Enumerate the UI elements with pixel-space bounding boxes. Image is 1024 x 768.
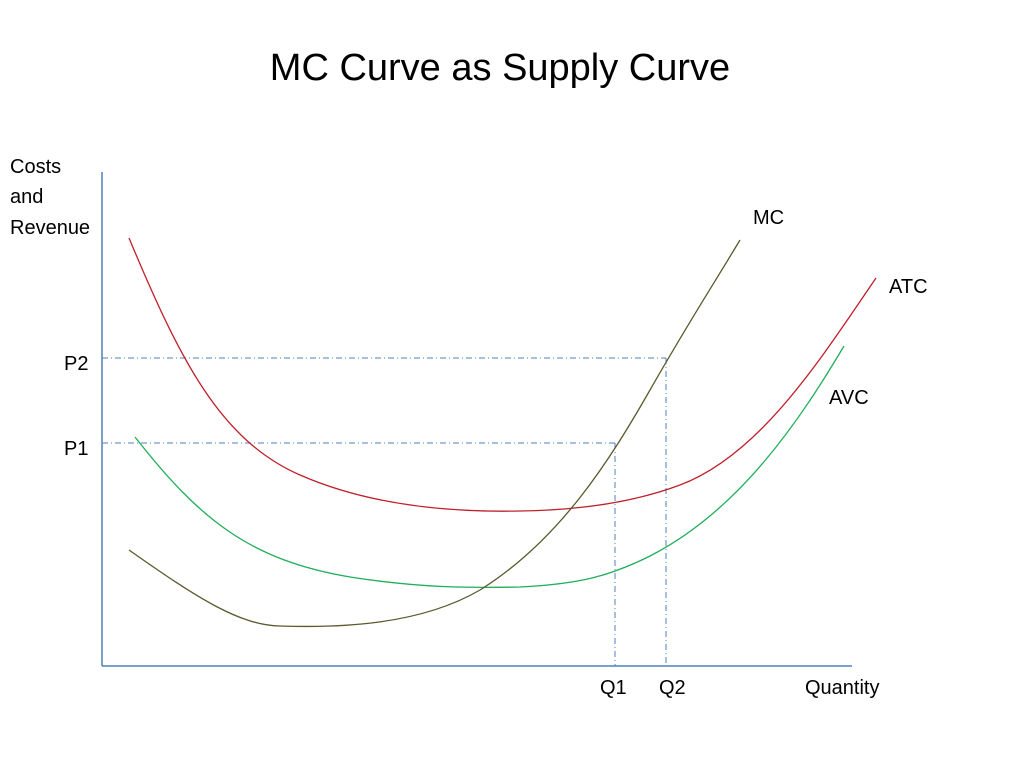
avc-curve: [134, 345, 845, 589]
q1-label: Q1: [600, 677, 627, 699]
y-axis-label-line-3: Revenue: [10, 217, 90, 239]
y-axis-label-line-2: and: [10, 186, 43, 208]
mc-curve: [128, 239, 741, 628]
mc-label: MC: [753, 207, 784, 229]
atc-curve: [128, 237, 877, 512]
atc-label: ATC: [889, 276, 928, 298]
avc-label: AVC: [829, 387, 869, 409]
p2-label: P2: [64, 353, 88, 375]
p1-label: P1: [64, 438, 88, 460]
x-axis-label: Quantity: [805, 677, 879, 699]
slide-title: MC Curve as Supply Curve: [269, 47, 731, 89]
q2-label: Q2: [659, 677, 686, 699]
y-axis-label-line-1: Costs: [10, 156, 61, 178]
